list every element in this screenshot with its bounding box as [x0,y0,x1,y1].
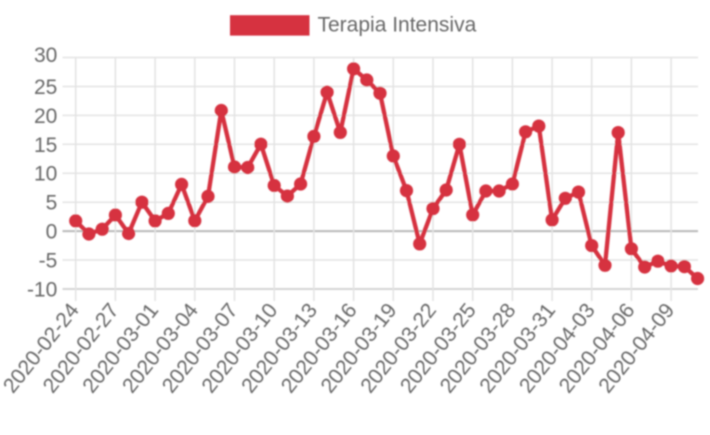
svg-text:0: 0 [46,221,58,244]
svg-text:25: 25 [34,76,57,99]
svg-text:-5: -5 [39,250,58,273]
svg-text:-10: -10 [27,279,57,302]
svg-text:Terapia Intensiva: Terapia Intensiva [318,13,477,36]
svg-text:15: 15 [34,134,57,157]
svg-text:20: 20 [34,105,57,128]
svg-text:30: 30 [34,44,57,67]
svg-text:10: 10 [34,163,57,186]
svg-text:5: 5 [46,192,58,215]
